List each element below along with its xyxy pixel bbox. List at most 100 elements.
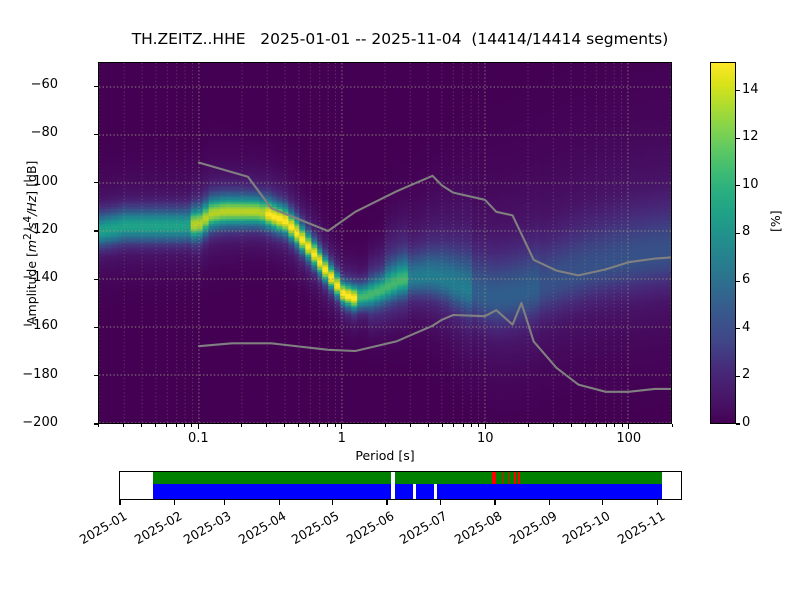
colorbar-tick-label: 14 [742,81,759,97]
colorbar-tick-mark [736,423,740,425]
colorbar-tick-mark [736,375,740,377]
x-minor-tick-mark [183,424,185,427]
x-minor-tick-mark [284,424,286,427]
colorbar-tick-label: 4 [742,319,751,335]
colorbar-tick-label: 0 [742,415,751,430]
x-minor-tick-mark [384,424,386,427]
timeline-tick-mark [494,500,496,505]
y-tick-label: −160 [22,318,58,334]
ppsd-density-image [99,63,671,423]
colorbar-tick-mark [736,185,740,187]
timeline-date-label: 2025-06 [343,508,397,548]
timeline-date-label: 2025-07 [396,508,450,548]
timeline-flag-marker [517,472,520,484]
y-tick-mark [94,326,98,329]
colorbar-tick-label: 2 [742,367,751,383]
x-minor-tick-mark [175,424,177,427]
y-tick-mark [94,182,98,184]
timeline-segments [120,472,681,499]
x-minor-tick-mark [122,424,124,427]
timeline-tick-mark [439,500,441,505]
x-axis-label: Period [s] [355,448,415,463]
x-minor-tick-mark [97,424,99,427]
x-minor-tick-mark [528,424,529,427]
x-minor-tick-mark [596,424,598,427]
timeline-flag-marker [491,472,496,484]
y-tick-label: −120 [22,221,58,237]
timeline-date-label: 2025-02 [131,508,185,548]
x-minor-tick-mark [334,424,336,427]
timeline-date-label: 2025-10 [559,508,613,548]
timeline-date-label: 2025-05 [288,508,342,548]
x-minor-tick-mark [614,424,616,427]
timeline-tick-mark [657,500,659,505]
timeline-tick-mark [223,500,225,505]
y-tick-label: −80 [30,125,58,141]
y-tick-mark [94,230,98,232]
y-tick-label: −140 [22,270,58,286]
x-tick-label: 0.1 [187,431,209,446]
colorbar-tick-mark [736,232,740,235]
x-minor-tick-mark [571,424,573,427]
timeline-data-segment-bottom [437,484,663,499]
page-title: TH.ZEITZ..HHE 2025-01-01 -- 2025-11-04 (… [131,30,669,48]
timeline-flag-marker [501,472,503,484]
colorbar-tick-mark [736,328,740,330]
timeline-tick-mark [549,500,551,505]
timeline-tick-mark [602,500,604,505]
timeline-date-label: 2025-01 [76,508,130,548]
colorbar-tick-label: 10 [742,176,759,192]
y-tick-mark [94,133,98,135]
x-minor-tick-mark [606,424,608,427]
timeline-tick-mark [386,500,388,505]
timeline-data-segment-top [152,472,392,484]
y-tick-label: −180 [22,366,58,382]
timeline-tick-mark [119,500,121,505]
y-tick-mark [94,85,98,87]
timeline-tick-mark [278,500,280,505]
timeline-date-label: 2025-09 [506,508,560,548]
x-minor-tick-mark [585,424,587,427]
y-tick-label: −60 [30,77,58,93]
x-minor-tick-mark [154,424,156,427]
x-tick-mark [484,424,486,429]
x-minor-tick-mark [165,424,167,427]
x-minor-tick-mark [441,424,443,427]
timeline-flag-marker [507,472,509,484]
x-minor-tick-mark [409,424,411,427]
x-minor-tick-mark [478,424,480,427]
x-minor-tick-mark [309,424,311,427]
timeline-date-label: 2025-04 [235,508,289,548]
colorbar-tick-label: 8 [742,224,751,240]
colorbar-label: [%] [768,210,783,232]
colorbar [710,62,736,424]
colorbar-tick-mark [736,280,740,282]
timeline-data-segment-bottom [394,484,413,499]
x-tick-label: 1 [337,431,346,446]
timeline-tick-mark [331,500,333,505]
y-tick-mark [94,278,98,280]
timeline-data-segment-top [394,472,663,484]
x-minor-tick-mark [470,424,472,427]
x-tick-mark [628,424,630,429]
colorbar-tick-label: 12 [742,129,759,145]
x-minor-tick-mark [621,424,623,427]
x-minor-tick-mark [427,424,429,427]
data-availability-timeline[interactable] [119,471,682,500]
x-minor-tick-mark [553,424,555,427]
x-minor-tick-mark [327,424,329,427]
x-minor-tick-mark [671,424,673,427]
x-tick-label: 10 [477,431,494,446]
x-minor-tick-mark [452,424,454,427]
timeline-date-label: 2025-03 [181,508,234,548]
y-tick-label: −200 [22,415,58,430]
timeline-date-label: 2025-11 [614,508,668,548]
ppsd-heatmap-axes[interactable] [98,62,672,424]
x-minor-tick-mark [462,424,464,427]
timeline-data-segment-bottom [415,484,434,499]
y-tick-label: −100 [22,173,58,189]
colorbar-tick-mark [736,137,740,139]
x-tick-mark [197,424,199,429]
x-tick-mark [341,424,343,429]
